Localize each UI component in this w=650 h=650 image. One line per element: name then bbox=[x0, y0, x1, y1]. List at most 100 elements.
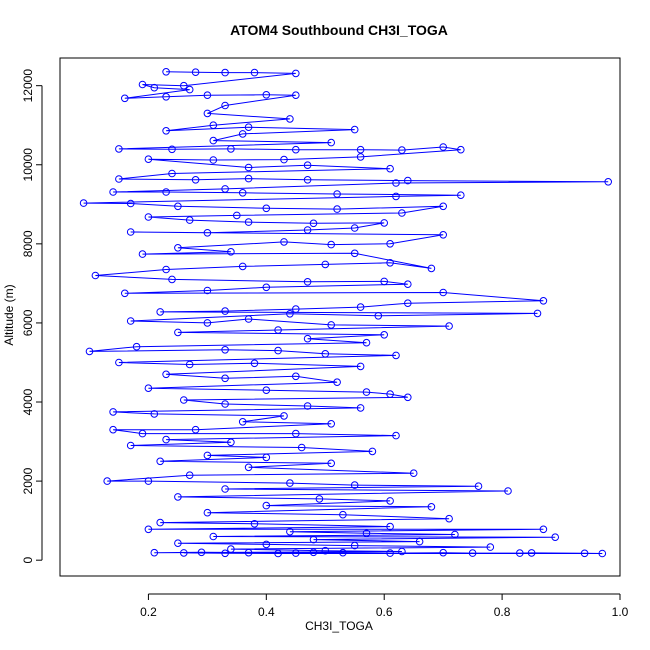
data-point bbox=[115, 358, 123, 367]
data-point bbox=[191, 425, 200, 434]
data-point bbox=[221, 185, 229, 193]
data-point bbox=[309, 535, 318, 544]
data-point bbox=[292, 145, 300, 154]
data-point bbox=[262, 386, 271, 395]
data-point bbox=[392, 179, 400, 187]
data-point bbox=[292, 372, 300, 381]
data-point bbox=[144, 525, 153, 534]
y-tick-label: 2000 bbox=[21, 467, 35, 494]
y-tick-label: 12000 bbox=[21, 69, 35, 103]
data-point bbox=[280, 155, 288, 164]
data-point bbox=[309, 548, 318, 557]
data-point bbox=[262, 283, 271, 292]
data-point bbox=[356, 145, 365, 154]
data-point bbox=[392, 431, 400, 440]
data-point bbox=[292, 549, 300, 557]
data-point bbox=[350, 125, 359, 134]
data-point bbox=[126, 199, 135, 208]
data-point bbox=[380, 277, 389, 286]
data-point bbox=[386, 549, 394, 557]
data-point bbox=[162, 188, 170, 196]
data-point bbox=[327, 459, 336, 468]
chart-title: ATOM4 Southbound CH3I_TOGA bbox=[230, 22, 448, 38]
data-point bbox=[350, 541, 359, 550]
data-point bbox=[244, 218, 253, 226]
data-point bbox=[162, 265, 170, 274]
data-point bbox=[539, 525, 548, 534]
data-point bbox=[209, 136, 218, 145]
data-point bbox=[262, 501, 271, 510]
data-point bbox=[439, 288, 448, 297]
data-point bbox=[138, 80, 147, 89]
data-point bbox=[386, 259, 394, 267]
data-point bbox=[203, 508, 212, 517]
data-point bbox=[427, 264, 436, 273]
data-point bbox=[439, 143, 448, 151]
data-point bbox=[439, 202, 448, 211]
data-point bbox=[380, 331, 389, 339]
data-point bbox=[168, 169, 176, 178]
data-point bbox=[221, 485, 229, 493]
data-point bbox=[321, 546, 330, 555]
data-point bbox=[156, 457, 164, 466]
data-point bbox=[227, 248, 235, 256]
y-tick-label: 10000 bbox=[21, 148, 35, 182]
data-point bbox=[150, 83, 159, 92]
data-point bbox=[162, 93, 170, 101]
data-point bbox=[168, 275, 176, 284]
data-point bbox=[274, 346, 282, 355]
data-point bbox=[174, 328, 182, 337]
data-point bbox=[445, 514, 453, 523]
data-point bbox=[197, 548, 206, 557]
data-point bbox=[126, 441, 135, 450]
data-point bbox=[404, 393, 412, 402]
data-point bbox=[221, 101, 229, 110]
data-point bbox=[362, 529, 371, 538]
data-point bbox=[297, 443, 306, 452]
data-point bbox=[262, 91, 271, 99]
data-point bbox=[244, 463, 253, 472]
data-point bbox=[203, 319, 212, 327]
data-point bbox=[185, 360, 194, 369]
data-point bbox=[115, 175, 123, 183]
data-point bbox=[404, 280, 412, 289]
data-point bbox=[174, 539, 182, 548]
data-point bbox=[221, 346, 229, 354]
data-point bbox=[362, 388, 371, 396]
data-point bbox=[374, 312, 383, 320]
data-point bbox=[244, 174, 253, 183]
data-point bbox=[315, 495, 324, 503]
data-point bbox=[303, 402, 312, 410]
data-point bbox=[392, 192, 400, 201]
data-point bbox=[303, 176, 312, 184]
data-point bbox=[309, 219, 318, 228]
data-point bbox=[303, 334, 312, 343]
data-point bbox=[457, 145, 465, 154]
data-point bbox=[292, 69, 300, 78]
data-point bbox=[504, 487, 512, 495]
data-point bbox=[333, 205, 341, 213]
y-tick-label: 8000 bbox=[21, 230, 35, 257]
data-point bbox=[162, 68, 170, 76]
data-point bbox=[339, 548, 347, 557]
data-point bbox=[404, 299, 412, 308]
data-point bbox=[203, 229, 212, 237]
plot-frame bbox=[59, 57, 621, 577]
data-point bbox=[339, 510, 347, 519]
data-point bbox=[244, 123, 253, 131]
y-tick-label: 0 bbox=[21, 557, 35, 564]
data-point bbox=[174, 493, 182, 501]
data-point bbox=[138, 429, 147, 438]
data-point bbox=[115, 145, 123, 153]
data-point bbox=[286, 527, 294, 536]
data-point bbox=[286, 479, 294, 487]
data-point bbox=[368, 447, 377, 456]
data-point bbox=[191, 176, 200, 184]
data-point bbox=[162, 435, 170, 444]
data-point bbox=[292, 429, 300, 438]
data-point bbox=[527, 549, 536, 557]
data-point bbox=[516, 549, 524, 557]
data-point bbox=[109, 425, 117, 434]
data-point bbox=[244, 548, 253, 557]
